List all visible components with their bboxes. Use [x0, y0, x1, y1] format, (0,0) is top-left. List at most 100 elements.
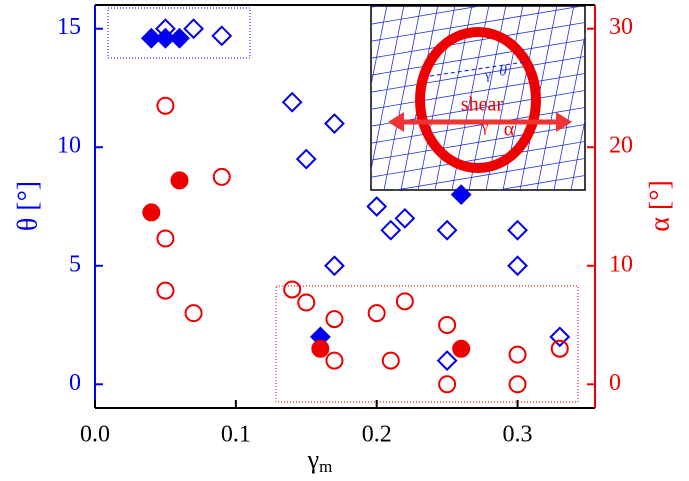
diamond-point — [169, 27, 190, 49]
circle-point — [311, 339, 330, 358]
diamond-point — [211, 25, 233, 47]
circle-point — [452, 339, 471, 358]
circle-point — [170, 171, 189, 190]
y-tick-label: 15 — [57, 14, 81, 40]
diamond-point — [450, 184, 472, 206]
circle-point — [212, 167, 231, 186]
inset-grid-line — [360, 411, 600, 451]
y-tick-label: 5 — [69, 251, 81, 277]
inset-grid-line — [371, 6, 585, 42]
circle-point — [283, 280, 302, 299]
inset-grid-line — [297, 0, 337, 200]
inset-text: γ — [481, 119, 489, 135]
diamond-point — [155, 18, 176, 40]
circle-point — [381, 351, 400, 370]
diamond-point — [507, 255, 528, 277]
x-label-main: γ — [307, 445, 320, 474]
y2-tick-label: 0 — [609, 370, 621, 396]
inset-grid-line — [360, 343, 600, 383]
diamond-point — [549, 326, 571, 348]
inset-grid-line — [371, 6, 483, 25]
inset-grid-line — [178, 0, 218, 200]
diamond-point — [394, 207, 416, 229]
circle-point — [508, 345, 527, 364]
circle-point — [156, 229, 175, 248]
circle-point — [438, 316, 457, 335]
inset-grid-line — [371, 107, 585, 144]
circle-point — [156, 281, 175, 300]
inset-grid-line — [371, 56, 585, 93]
inset-grid-line — [314, 0, 354, 200]
inset-grid-line — [229, 0, 269, 200]
circle-point — [156, 96, 175, 115]
inset-grid-line — [371, 22, 585, 59]
inset-grid-line — [371, 39, 585, 76]
circle-point — [395, 292, 414, 311]
x-tick-label: 0.1 — [221, 422, 251, 448]
inset-grid-line — [360, 224, 600, 264]
diamond-point — [366, 196, 388, 217]
inset-text: θ — [499, 63, 507, 80]
circle-point — [438, 375, 457, 394]
y2-axis-label: α [°] — [644, 180, 675, 232]
circle-point — [508, 375, 527, 394]
inset-grid-line — [360, 241, 600, 281]
diamond-point — [436, 219, 458, 241]
circle-point — [325, 351, 344, 370]
inset-grid-line — [536, 6, 575, 190]
circle-point — [142, 203, 161, 222]
diamond-point — [281, 91, 303, 113]
inset-grid-line — [417, 6, 456, 190]
red-box — [275, 285, 579, 403]
inset-grid-line — [553, 32, 585, 190]
inset-grid-line — [360, 258, 600, 298]
x-label-sub: m — [319, 457, 332, 476]
inset-grid-line — [360, 190, 600, 230]
circle-point — [367, 304, 386, 323]
x-tick-label: 0.0 — [80, 422, 110, 448]
diamond-point — [324, 255, 345, 277]
inset-grid-line — [383, 6, 422, 190]
inset-grid-line — [393, 158, 585, 190]
circle-point — [325, 310, 344, 329]
y2-tick-label: 10 — [609, 251, 633, 277]
inset-grid-line — [495, 175, 585, 190]
diamond-point — [507, 219, 528, 241]
y-tick-label: 10 — [57, 133, 81, 159]
inset-grid-line — [360, 377, 600, 417]
y2-tick-label: 30 — [609, 14, 633, 40]
inset-grid-line — [263, 0, 303, 200]
diamond-point — [324, 113, 345, 134]
inset-grid-line — [331, 0, 371, 200]
x-tick-label: 0.3 — [503, 422, 533, 448]
x-tick-label: 0.2 — [362, 422, 392, 448]
inset-text: shear — [461, 94, 504, 116]
inset-grid-line — [371, 73, 585, 110]
inset-grid-line — [637, 0, 677, 200]
inset-grid-line — [360, 394, 600, 434]
inset: shear γ α γ θ — [178, 0, 689, 451]
inset-text: α — [504, 119, 515, 141]
inset-text: γ — [484, 68, 491, 83]
diamond-point — [295, 148, 317, 170]
x-axis-label: γm — [307, 445, 333, 476]
circle-point — [297, 293, 316, 312]
inset-grid-line — [570, 117, 585, 190]
y-tick-label: 0 — [69, 370, 81, 396]
diamond-point — [183, 18, 205, 40]
inset-grid-line — [246, 0, 286, 200]
inset-grid-line — [654, 0, 689, 200]
inset-grid-line — [360, 292, 600, 332]
circle-point — [184, 304, 203, 323]
diamond-point — [140, 27, 162, 49]
inset-grid-line — [502, 6, 541, 190]
circle-point — [550, 339, 569, 358]
inset-grid-line — [371, 6, 388, 88]
diamond-point — [436, 350, 458, 372]
y-axis-label: θ [°] — [12, 181, 43, 231]
inset-grid-line — [371, 141, 585, 178]
inset-grid-line — [360, 275, 600, 315]
inset-grid-line — [371, 6, 405, 173]
inset-grid-line — [671, 0, 689, 200]
